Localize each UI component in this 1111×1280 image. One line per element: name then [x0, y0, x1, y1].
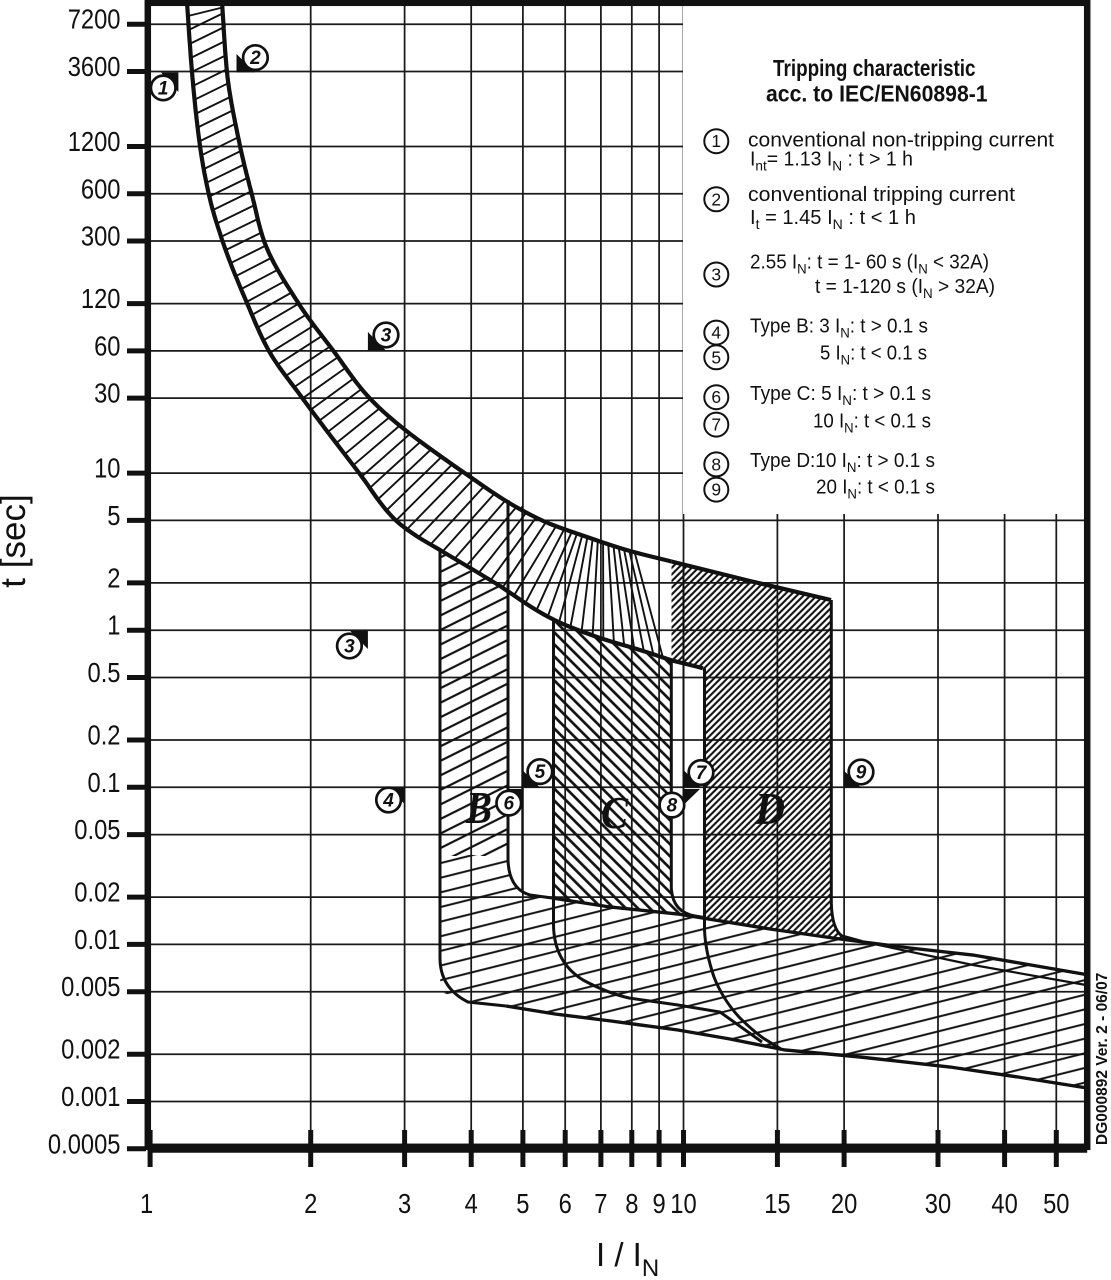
svg-text:2: 2	[107, 562, 120, 593]
svg-text:300: 300	[81, 221, 121, 252]
svg-text:4: 4	[465, 1188, 478, 1219]
svg-text:5 IN​: t < 0.1 s: 5 IN​: t < 0.1 s	[820, 342, 927, 367]
svg-text:40: 40	[991, 1188, 1017, 1219]
svg-text:0.01: 0.01	[74, 924, 120, 955]
svg-text:7: 7	[696, 763, 708, 784]
svg-text:6: 6	[559, 1188, 572, 1219]
svg-text:2: 2	[304, 1188, 317, 1219]
svg-text:conventional tripping current: conventional tripping current	[748, 184, 1015, 206]
svg-text:Int​= 1.13 IN​ : t > 1 h: Int​= 1.13 IN​ : t > 1 h	[750, 149, 913, 174]
svg-text:7200: 7200	[68, 4, 121, 35]
svg-text:acc. to IEC/EN60898-1: acc. to IEC/EN60898-1	[766, 81, 988, 107]
svg-text:0.2: 0.2	[88, 720, 121, 751]
svg-text:60: 60	[94, 330, 120, 361]
svg-text:9: 9	[653, 1188, 666, 1219]
svg-text:0.002: 0.002	[61, 1034, 120, 1065]
svg-text:9: 9	[711, 480, 721, 500]
svg-text:10 IN​: t < 0.1 s: 10 IN​: t < 0.1 s	[813, 411, 931, 436]
svg-text:3: 3	[344, 637, 355, 658]
svg-text:4: 4	[711, 323, 721, 343]
svg-text:8: 8	[625, 1188, 638, 1219]
svg-text:9: 9	[856, 763, 867, 784]
svg-text:8: 8	[711, 454, 721, 474]
svg-text:10: 10	[670, 1188, 696, 1219]
svg-text:0.001: 0.001	[61, 1081, 120, 1112]
svg-text:3: 3	[381, 326, 392, 347]
svg-text:B: B	[465, 782, 492, 833]
svg-text:2: 2	[711, 189, 721, 209]
svg-text:0.5: 0.5	[88, 657, 121, 688]
svg-text:0.005: 0.005	[61, 971, 120, 1002]
svg-text:3: 3	[398, 1188, 411, 1219]
svg-text:1200: 1200	[68, 126, 121, 157]
svg-text:Type C: 5 IN​: t > 0.1 s: Type C: 5 IN​: t > 0.1 s	[750, 383, 931, 408]
svg-text:20 IN​: t < 0.1 s: 20 IN​: t < 0.1 s	[816, 476, 935, 501]
svg-text:7: 7	[594, 1188, 607, 1219]
svg-text:1: 1	[158, 78, 169, 99]
svg-text:30: 30	[925, 1188, 951, 1219]
svg-text:15: 15	[764, 1188, 790, 1219]
svg-text:Type B: 3 IN​: t > 0.1 s: Type B: 3 IN​: t > 0.1 s	[750, 316, 928, 341]
svg-text:6: 6	[504, 794, 515, 815]
svg-text:50: 50	[1043, 1188, 1069, 1219]
svg-text:Tripping characteristic: Tripping characteristic	[773, 55, 976, 81]
svg-text:10: 10	[94, 453, 120, 484]
svg-text:0.05: 0.05	[74, 814, 120, 845]
svg-text:5: 5	[711, 347, 721, 367]
svg-text:7: 7	[711, 415, 721, 435]
svg-text:8: 8	[667, 796, 678, 817]
svg-text:DG000892 Ver. 2 - 06/07: DG000892 Ver. 2 - 06/07	[1094, 973, 1111, 1145]
svg-text:0.02: 0.02	[74, 877, 120, 908]
svg-text:5: 5	[535, 762, 546, 783]
svg-text:2: 2	[249, 48, 261, 69]
svg-text:1: 1	[140, 1188, 153, 1219]
svg-text:600: 600	[81, 173, 121, 204]
svg-text:1: 1	[107, 610, 120, 641]
svg-text:1: 1	[711, 131, 721, 151]
svg-text:It​ = 1.45 IN​ : t < 1 h: It​ = 1.45 IN​ : t < 1 h	[750, 207, 916, 232]
svg-text:5: 5	[516, 1188, 529, 1219]
svg-text:120: 120	[81, 283, 121, 314]
svg-text:t = 1-120 s (IN​ > 32A): t = 1-120 s (IN​ > 32A)	[815, 276, 995, 301]
svg-text:D: D	[754, 783, 785, 834]
svg-text:4: 4	[382, 791, 394, 812]
svg-text:0.1: 0.1	[88, 767, 121, 798]
svg-text:t [sec]: t [sec]	[0, 494, 33, 587]
svg-text:3: 3	[711, 265, 721, 285]
svg-text:5: 5	[107, 500, 120, 531]
svg-text:3600: 3600	[68, 51, 121, 82]
svg-text:2.55 IN​: t = 1- 60 s (IN​ < 3: 2.55 IN​: t = 1- 60 s (IN​ < 32A)	[750, 251, 989, 276]
svg-text:0.0005: 0.0005	[48, 1128, 121, 1159]
svg-text:Type D:10 IN​: t > 0.1 s: Type D:10 IN​: t > 0.1 s	[750, 450, 935, 475]
svg-text:20: 20	[831, 1188, 857, 1219]
svg-text:6: 6	[711, 387, 721, 407]
svg-text:C: C	[601, 787, 629, 838]
svg-text:30: 30	[94, 378, 120, 409]
svg-text:conventional non-tripping curr: conventional non-tripping current	[748, 129, 1054, 151]
